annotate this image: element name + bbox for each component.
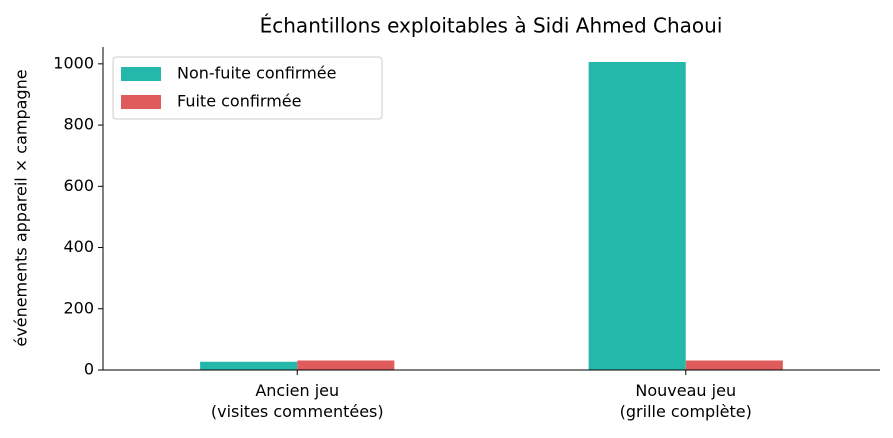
chart-title: Échantillons exploitables à Sidi Ahmed C…	[260, 14, 723, 38]
bar	[200, 361, 298, 370]
bar	[685, 360, 783, 370]
legend-swatch	[121, 95, 161, 109]
x-tick-label: Ancien jeu (visites commentées)	[211, 381, 384, 421]
y-tick-label: 1000	[53, 53, 94, 72]
legend-box	[112, 56, 383, 120]
legend-swatch	[121, 67, 161, 81]
x-tick-label-line: (grille complète)	[620, 402, 752, 421]
y-tick-label: 600	[63, 176, 94, 195]
bar	[588, 62, 686, 371]
y-tick-label: 0	[84, 360, 94, 379]
y-tick-label: 800	[63, 115, 94, 134]
bar	[297, 360, 395, 370]
x-tick-label: Nouveau jeu (grille complète)	[620, 381, 752, 421]
y-tick-label: 200	[63, 298, 94, 317]
y-tick-label: 400	[63, 237, 94, 256]
legend-label: Non-fuite confirmée	[177, 64, 336, 83]
legend-label: Fuite confirmée	[177, 92, 302, 111]
y-axis-label: événements appareil × campagne	[12, 69, 31, 346]
x-tick-label-line: Nouveau jeu	[635, 381, 736, 400]
x-tick-label-line: Ancien jeu	[255, 381, 339, 400]
x-tick-label-line: (visites commentées)	[211, 402, 384, 421]
